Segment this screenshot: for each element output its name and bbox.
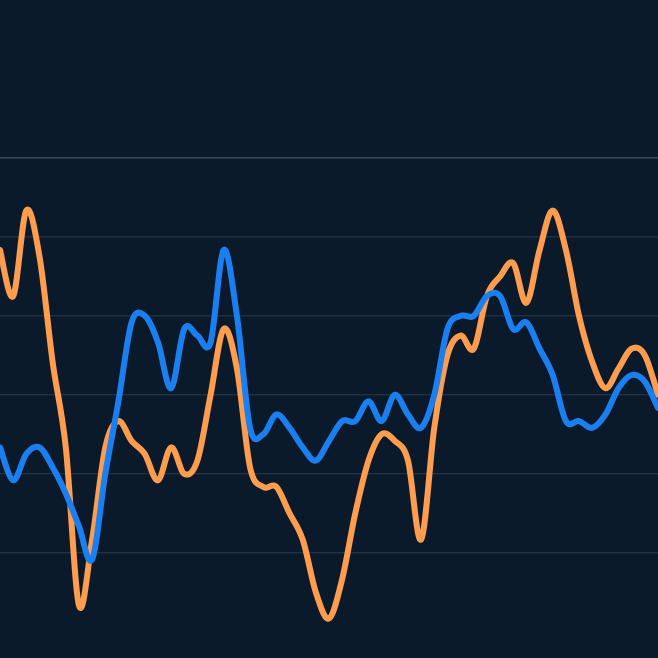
grid — [0, 157, 658, 554]
series-line-orange — [0, 206, 658, 622]
series-group — [0, 206, 658, 622]
series-line-blue — [0, 246, 658, 564]
